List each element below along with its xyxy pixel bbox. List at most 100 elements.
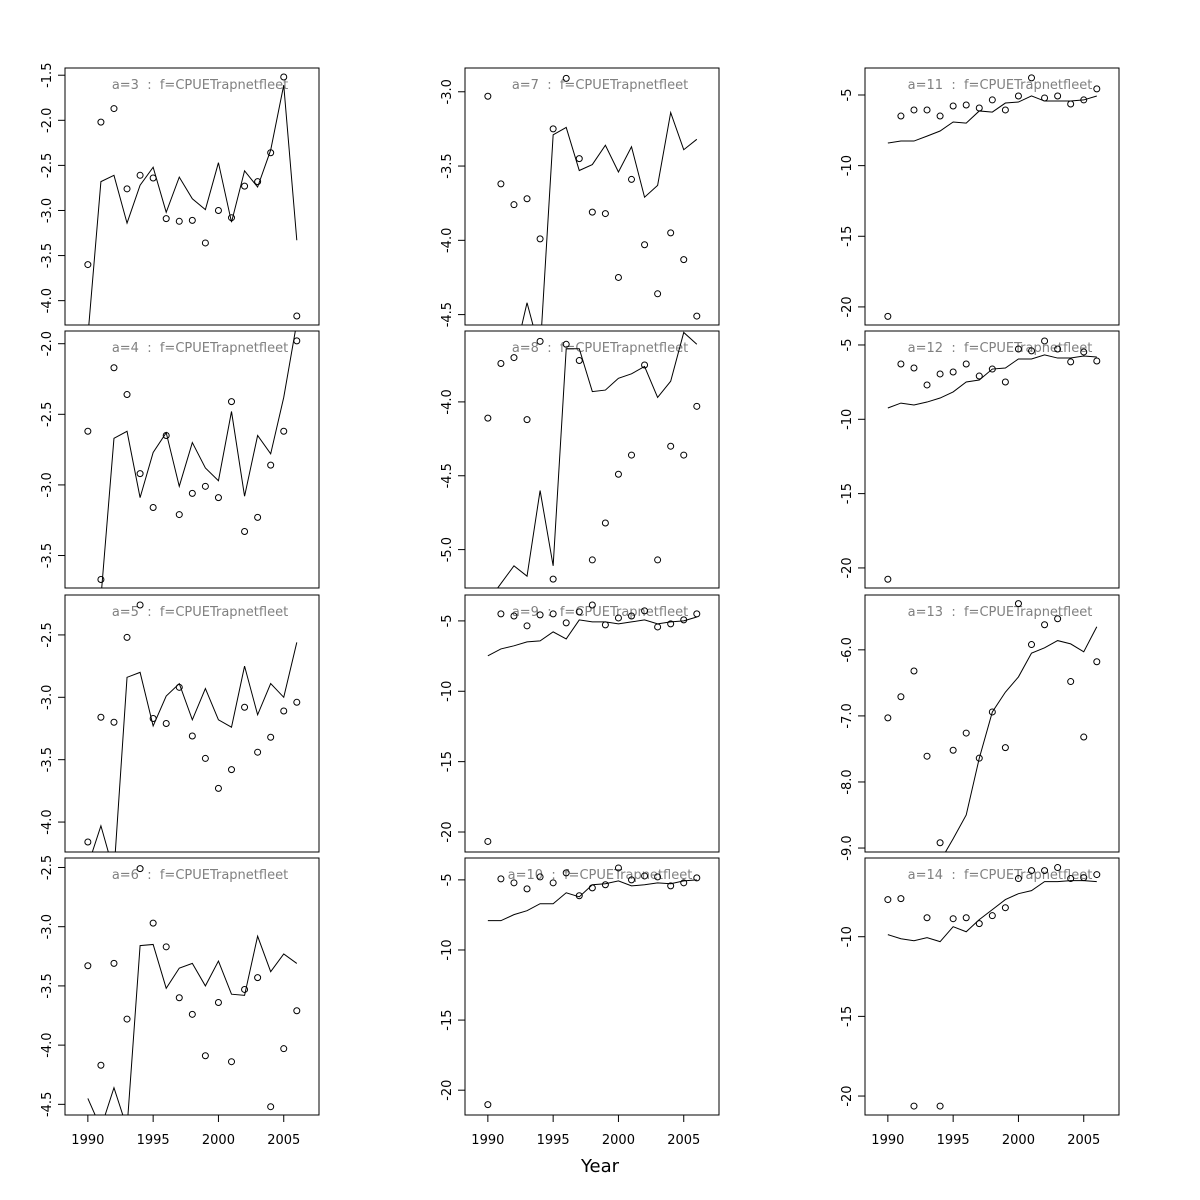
data-point [562,869,570,877]
data-point [84,427,92,435]
y-tick-label: -2.0 [40,108,55,133]
data-point [1001,106,1009,114]
panel: a=8 : f=CPUETrapnetfleet -4.0 -4.5 -5.0 [440,330,720,589]
data-point [1093,871,1101,879]
x-tick-label: 2000 [1002,1133,1035,1148]
data-point [84,261,92,269]
data-point [536,873,544,881]
data-point [641,241,649,249]
data-point [923,106,931,114]
y-tick-label: -4.5 [440,463,455,488]
data-point [1067,358,1075,366]
data-point [201,482,209,490]
panel: a=13 : f=CPUETrapnetfleet -6.0 -7.0 -8.0 -9.… [840,594,1120,861]
data-point [1067,875,1075,883]
data-point [693,312,701,320]
y-tick-label: -15 [840,226,855,247]
y-tick-label: -1.5 [40,63,55,88]
data-point [988,96,996,104]
y-tick-label: -4.5 [440,302,455,327]
data-point [975,104,983,112]
plot-area [884,337,1101,583]
data-point [254,748,262,756]
data-point [949,368,957,376]
y-tick-label: -5 [840,338,855,351]
data-point [1014,92,1022,100]
data-point [293,337,301,345]
data-point [214,998,222,1006]
data-point [962,360,970,368]
panel: a=5 : f=CPUETrapnetfleet -2.5 -3.0 -3.5 -4.0 [40,594,320,853]
data-point [84,838,92,846]
data-point [188,732,196,740]
data-point [1093,357,1101,365]
data-point [123,633,131,641]
data-point [549,125,557,133]
x-tick-label: 1995 [537,1133,570,1148]
y-tick-label: -3.0 [40,914,55,939]
data-point [680,451,688,459]
panel-title: a=14 : f=CPUETrapnetfleet [908,868,1093,883]
data-point [188,489,196,497]
data-point [936,839,944,847]
y-tick-label: -20 [440,821,455,842]
y-tick-label: -6.0 [840,637,855,662]
data-point [1001,904,1009,912]
data-point [614,614,622,622]
panel-frame [64,67,320,326]
data-point [201,754,209,762]
data-point [123,391,131,399]
data-point [267,733,275,741]
data-point [162,943,170,951]
y-tick-label: -9.0 [840,835,855,860]
data-point [936,370,944,378]
data-point [267,461,275,469]
data-point [588,556,596,564]
data-point [228,1058,236,1066]
fitted-line [91,642,298,852]
data-point [1080,733,1088,741]
data-point [241,985,249,993]
panel: a=7 : f=CPUETrapnetfleet -3.0 -3.5 -4.0 -4.5 [440,67,720,327]
data-point [654,290,662,298]
plot-area [484,864,701,1109]
y-tick-label: -15 [440,1009,455,1030]
y-tick-label: -10 [840,926,855,947]
y-tick-label: -4.0 [440,228,455,253]
panel-title: a=3 : f=CPUETrapnetfleet [112,78,288,93]
data-point [641,607,649,615]
data-point [149,504,157,512]
data-point [949,915,957,923]
y-tick-label: -5 [440,614,455,627]
data-point [949,102,957,110]
data-point [228,766,236,774]
data-point [241,182,249,190]
data-point [241,703,249,711]
data-point [562,340,570,348]
data-point [975,372,983,380]
data-point [188,216,196,224]
data-point [1014,345,1022,353]
data-point [1054,345,1062,353]
panel-frame [64,330,320,589]
panel: a=6 : f=CPUETrapnetfleet -2.5 -3.0 -3.5 -4.0… [40,855,320,1148]
data-point [162,215,170,223]
y-tick-label: -2.5 [40,153,55,178]
data-point [693,610,701,618]
data-point [510,201,518,209]
data-point [97,713,105,721]
data-point [628,175,636,183]
data-point [884,575,892,583]
x-tick-label: 1990 [871,1133,904,1148]
y-tick-label: -20 [840,1085,855,1106]
data-point [175,994,183,1002]
panel-title: a=5 : f=CPUETrapnetfleet [112,605,288,620]
data-point [936,112,944,120]
panel-title: a=9 : f=CPUETrapnetfleet [512,605,688,620]
data-point [923,381,931,389]
fitted-line [101,331,296,588]
data-point [988,708,996,716]
data-point [667,229,675,237]
data-point [162,720,170,727]
